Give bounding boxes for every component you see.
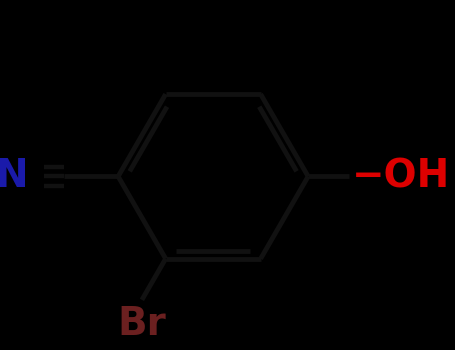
Text: Br: Br	[117, 305, 166, 343]
Text: N: N	[0, 158, 28, 195]
Text: −OH: −OH	[352, 158, 450, 195]
